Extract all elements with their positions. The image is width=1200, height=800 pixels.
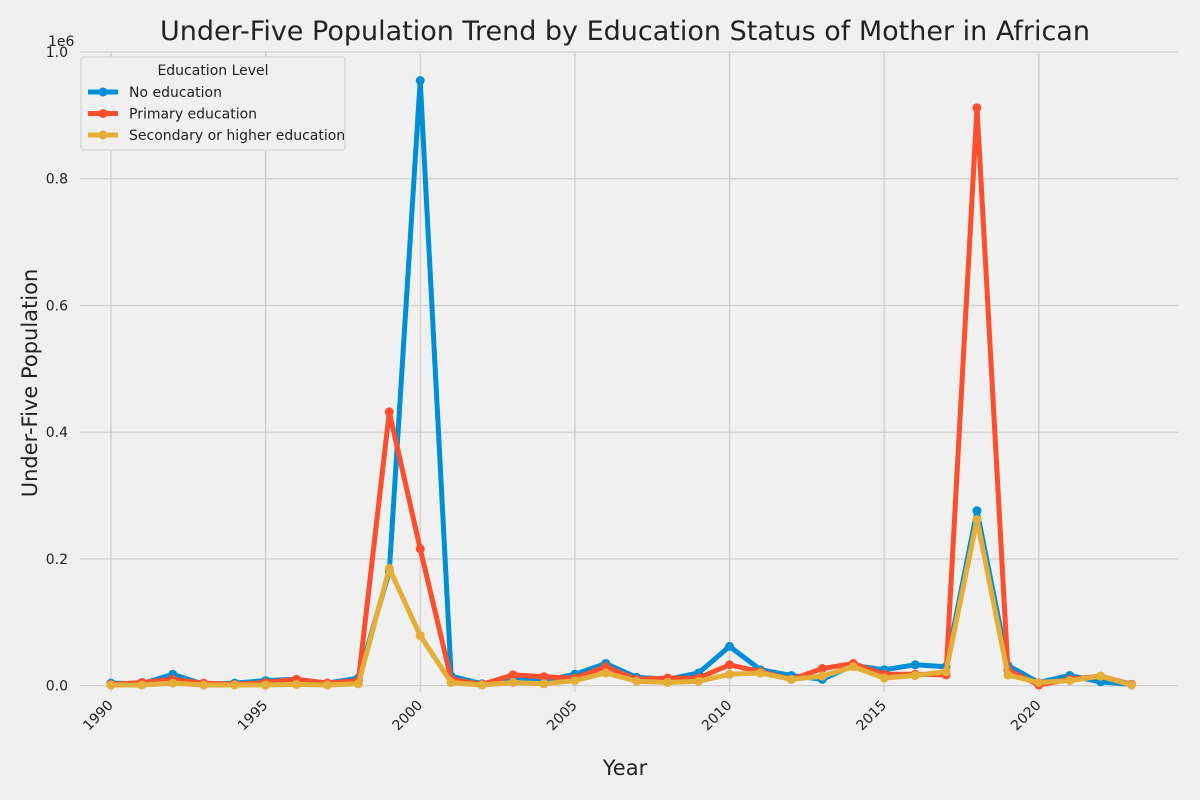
legend-label: No education: [129, 85, 222, 101]
data-point: [941, 667, 951, 677]
legend-box: [80, 56, 346, 151]
data-point: [1034, 677, 1044, 687]
data-point: [972, 506, 982, 516]
y-axis-label: Under-Five Population: [18, 269, 42, 498]
legend-item: No education: [88, 85, 222, 101]
data-point: [570, 676, 580, 686]
data-point: [848, 662, 858, 672]
legend-label: Secondary or higher education: [129, 128, 345, 144]
data-point: [725, 660, 735, 670]
data-point: [694, 676, 704, 686]
x-axis-label: Year: [602, 756, 648, 780]
data-point: [725, 641, 735, 651]
y-tick-label: 1.0: [46, 45, 68, 61]
data-point: [539, 679, 549, 689]
data-point: [972, 515, 982, 525]
data-point: [292, 679, 302, 689]
y-tick-label: 0.4: [46, 425, 68, 441]
legend-swatch-marker: [98, 130, 108, 140]
data-point: [168, 678, 178, 688]
legend-item: Secondary or higher education: [88, 128, 345, 144]
data-point: [725, 669, 735, 679]
data-point: [353, 679, 363, 689]
data-point: [415, 631, 425, 641]
data-point: [910, 671, 920, 681]
data-point: [879, 673, 889, 683]
data-point: [199, 680, 209, 690]
data-point: [477, 680, 487, 690]
legend-swatch-marker: [98, 87, 108, 97]
y-tick-label: 0.2: [46, 552, 68, 568]
data-point: [446, 677, 456, 687]
data-point: [415, 544, 425, 554]
series-2: [106, 515, 1137, 690]
data-point: [601, 668, 611, 678]
data-point: [508, 677, 518, 687]
data-point: [261, 680, 271, 690]
data-point: [1127, 680, 1137, 690]
data-point: [539, 672, 549, 682]
legend-swatch-marker: [98, 109, 108, 118]
series-lines: [106, 76, 1137, 690]
y-tick-label: 0.8: [46, 172, 68, 188]
data-point: [910, 660, 920, 670]
data-point: [632, 676, 642, 686]
y-axis-offset-label: 1e6: [48, 34, 75, 50]
y-tick-label: 0.6: [46, 298, 68, 314]
data-point: [972, 103, 982, 113]
data-point: [508, 670, 518, 680]
legend-item: Primary education: [88, 107, 257, 123]
chart-title: Under-Five Population Trend by Education…: [160, 16, 1090, 47]
data-point: [663, 677, 673, 687]
legend-items: No education Primary education Secondary o…: [88, 85, 345, 144]
series-line: [108, 517, 1135, 688]
legend-title: Education Level: [157, 63, 268, 79]
data-point: [755, 668, 765, 678]
data-point: [230, 680, 240, 690]
data-point: [106, 680, 116, 690]
data-point: [1096, 671, 1106, 681]
legend: Education Level No education Primary educ…: [80, 56, 346, 151]
legend-label: Primary education: [129, 107, 257, 123]
data-point: [1003, 670, 1013, 680]
data-point: [384, 563, 394, 573]
data-point: [384, 407, 394, 417]
data-point: [322, 680, 332, 690]
data-point: [1065, 676, 1075, 686]
data-point: [137, 680, 147, 690]
data-point: [817, 664, 827, 674]
data-point: [415, 76, 425, 86]
data-point: [601, 662, 611, 672]
data-point: [786, 674, 796, 684]
data-point: [817, 671, 827, 681]
series-line: [108, 105, 1135, 688]
y-tick-label: 0.0: [46, 679, 68, 695]
